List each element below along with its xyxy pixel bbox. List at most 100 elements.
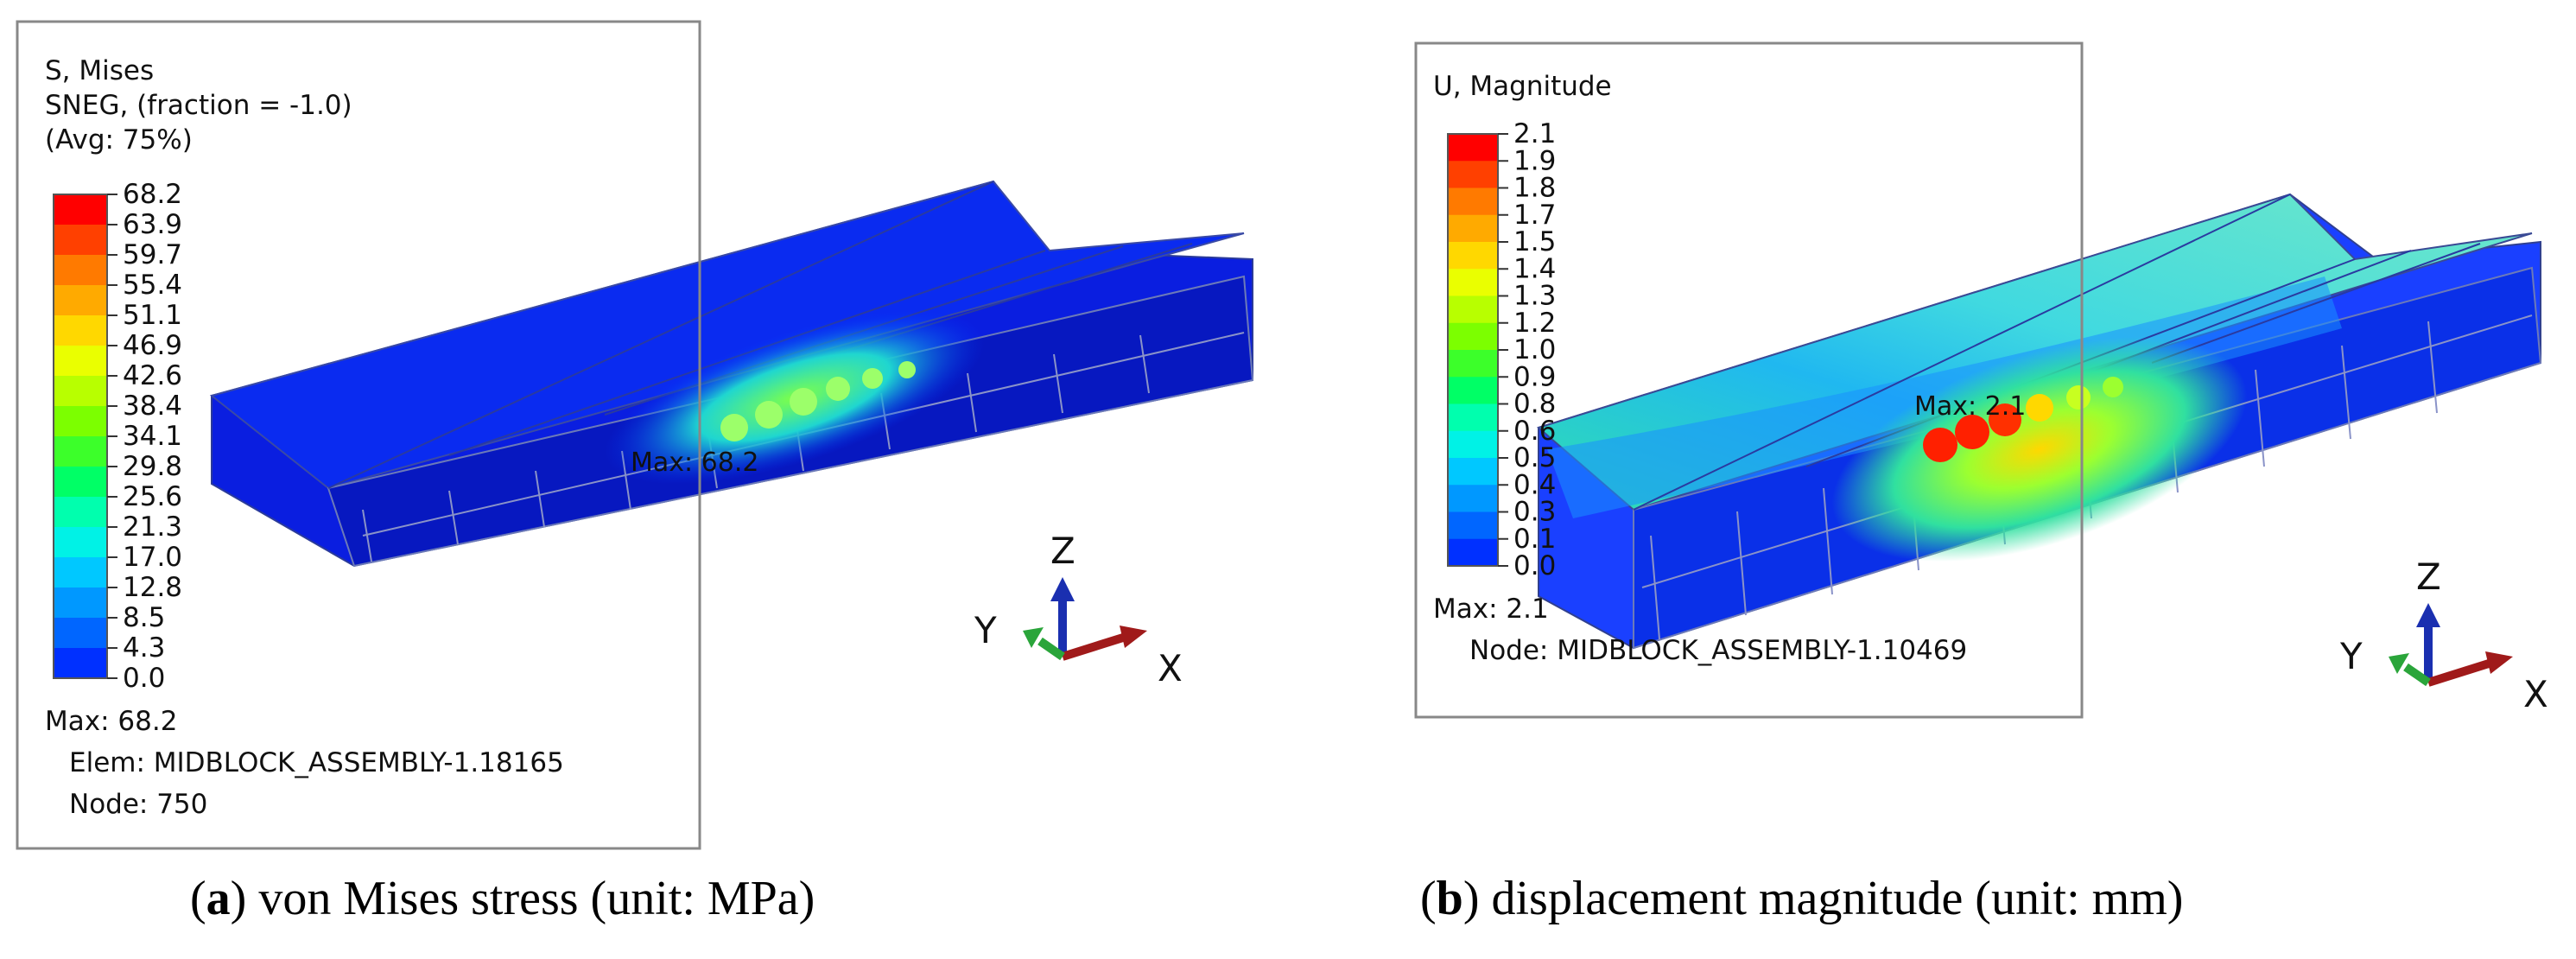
colorbar-tick-label: 0.0 <box>1513 550 1556 581</box>
legend-title-line: U, Magnitude <box>1433 71 1612 102</box>
axis-label-z-a: Z <box>1050 530 1075 572</box>
axis-label-x-a: X <box>1158 647 1183 689</box>
colorbar-tick-label: 1.9 <box>1513 145 1556 176</box>
colorbar-segment <box>1448 187 1498 216</box>
colorbar-a <box>53 194 108 679</box>
legend-box-b <box>1414 41 2084 719</box>
colorbar-segment <box>54 285 107 316</box>
colorbar-tick-label: 1.7 <box>1513 200 1556 231</box>
colorbar-segment <box>1448 538 1498 567</box>
colorbar-tick-label: 21.3 <box>123 511 182 543</box>
colorbar-tick-label: 63.9 <box>123 209 182 240</box>
legend-info-line: Node: 750 <box>69 789 207 820</box>
colorbar-segment <box>54 436 107 467</box>
colorbar-tick-label: 1.4 <box>1513 253 1556 284</box>
colorbar-segment <box>1448 458 1498 486</box>
panel-b-figure: U, Magnitude 2.11.91.81.71.51.41.31.21.0… <box>1414 41 2548 719</box>
colorbar-tick-label: 68.2 <box>123 179 182 210</box>
colorbar-segment <box>54 315 107 346</box>
colorbar-tick-label: 46.9 <box>123 330 182 361</box>
colorbar-segment <box>54 557 107 588</box>
colorbar-tick-label: 1.3 <box>1513 281 1556 312</box>
colorbar-tick-label: 42.6 <box>123 360 182 391</box>
caption-b: (b) displacement magnitude (unit: mm) <box>1420 872 2184 925</box>
colorbar-segment <box>54 587 107 619</box>
colorbar-segment <box>54 225 107 256</box>
panel-displacement: U, Magnitude 2.1 1.9 1.8 1.7 1.5 1.4 1.3 1.2 1.0… <box>1288 0 2576 959</box>
axis-label-z-b: Z <box>2416 556 2441 598</box>
colorbar-segment <box>1448 403 1498 432</box>
colorbar-tick-label: 34.1 <box>123 421 182 452</box>
max-marker-a: Max: 68.2 <box>631 448 758 478</box>
colorbar-segment <box>1448 430 1498 459</box>
colorbar-tick-label: 0.6 <box>1513 416 1556 447</box>
colorbar-tick-label: 17.0 <box>123 542 182 573</box>
colorbar-segment <box>54 648 107 679</box>
colorbar-b <box>1447 133 1499 567</box>
colorbar-segment <box>1448 377 1498 404</box>
colorbar-tick-label: 2.1 <box>1513 118 1556 149</box>
colorbar-tick-label: 1.0 <box>1513 334 1556 365</box>
fe-model-b <box>1536 193 2542 650</box>
colorbar-segment <box>1448 511 1498 540</box>
axis-triad-b: Z Y X <box>2339 556 2548 715</box>
colorbar-segment <box>1448 214 1498 243</box>
colorbar-segment <box>1448 295 1498 324</box>
legend-info-a: Max: 68.2 Elem: MIDBLOCK_ASSEMBLY-1.18165… <box>45 706 564 820</box>
colorbar-segment <box>54 406 107 437</box>
legend-title-b: U, Magnitude <box>1433 71 1612 102</box>
legend-info-b: Max: 2.1 Node: MIDBLOCK_ASSEMBLY-1.10469 <box>1433 594 1967 666</box>
colorbar-tick-label: 59.7 <box>123 239 182 270</box>
panel-von-mises: S, Mises SNEG, (fraction = -1.0) (Avg: 75%… <box>16 20 1254 925</box>
caption-a: (a) von Mises stress (unit: MPa) <box>190 872 815 925</box>
colorbar-segment <box>1448 322 1498 351</box>
max-marker-b: Max: 2.1 <box>1914 391 2026 422</box>
colorbar-segment <box>1448 242 1498 270</box>
colorbar-segment <box>1448 134 1498 162</box>
colorbar-tick-label: 55.4 <box>123 270 182 301</box>
colorbar-segment <box>54 618 107 649</box>
hotspots-b <box>1923 377 2123 462</box>
legend-box-a <box>16 20 701 850</box>
colorbar-segment <box>54 527 107 558</box>
legend-info-line: Node: MIDBLOCK_ASSEMBLY-1.10469 <box>1469 635 1967 666</box>
colorbar-segment <box>1448 350 1498 378</box>
axis-label-x-b: X <box>2523 673 2548 715</box>
colorbar-tick-label: 0.5 <box>1513 442 1556 473</box>
colorbar-segment <box>54 467 107 498</box>
colorbar-tick-label: 0.9 <box>1513 361 1556 392</box>
colorbar-tick-label: 1.8 <box>1513 173 1556 204</box>
colorbar-tick-label: 1.2 <box>1513 308 1556 339</box>
colorbar-segment <box>54 497 107 528</box>
fe-model-a <box>209 180 1254 568</box>
panel-a-figure: S, Mises SNEG, (fraction = -1.0)(Avg: 75%… <box>16 20 1254 850</box>
legend-title-line: S, Mises <box>45 55 154 86</box>
colorbar-tick-label: 1.5 <box>1513 226 1556 257</box>
colorbar-segment <box>1448 269 1498 296</box>
colorbar-tick-label: 0.1 <box>1513 524 1556 555</box>
colorbar-segment <box>54 255 107 286</box>
colorbar-segment <box>1448 485 1498 512</box>
colorbar-tick-label: 38.4 <box>123 391 182 422</box>
legend-max-value: Max: 68.2 <box>45 706 177 737</box>
colorbar-tick-label: 25.6 <box>123 481 182 512</box>
colorbar-segment <box>1448 161 1498 188</box>
colorbar-segment <box>54 346 107 377</box>
colorbar-ticks-b: 2.11.91.81.71.51.41.31.21.00.90.80.60.50… <box>1498 118 1556 581</box>
colorbar-segment <box>54 194 107 225</box>
legend-info-line: Elem: MIDBLOCK_ASSEMBLY-1.18165 <box>69 747 564 778</box>
axis-label-y-b: Y <box>2339 635 2363 677</box>
legend-title-line: (Avg: 75%) <box>45 124 193 156</box>
colorbar-segment <box>54 376 107 407</box>
colorbar-tick-label: 0.0 <box>123 663 165 694</box>
colorbar-tick-label: 0.8 <box>1513 389 1556 420</box>
colorbar-tick-label: 4.3 <box>123 632 165 664</box>
legend-max-value: Max: 2.1 <box>1433 594 1549 625</box>
colorbar-tick-label: 0.4 <box>1513 469 1556 500</box>
colorbar-ticks-a: 68.263.959.755.451.146.942.638.434.129.8… <box>107 179 182 694</box>
colorbar-tick-label: 8.5 <box>123 602 165 633</box>
colorbar-tick-label: 0.3 <box>1513 497 1556 528</box>
colorbar-tick-label: 51.1 <box>123 300 182 331</box>
colorbar-tick-label: 12.8 <box>123 572 182 603</box>
axis-label-y-a: Y <box>974 609 997 651</box>
